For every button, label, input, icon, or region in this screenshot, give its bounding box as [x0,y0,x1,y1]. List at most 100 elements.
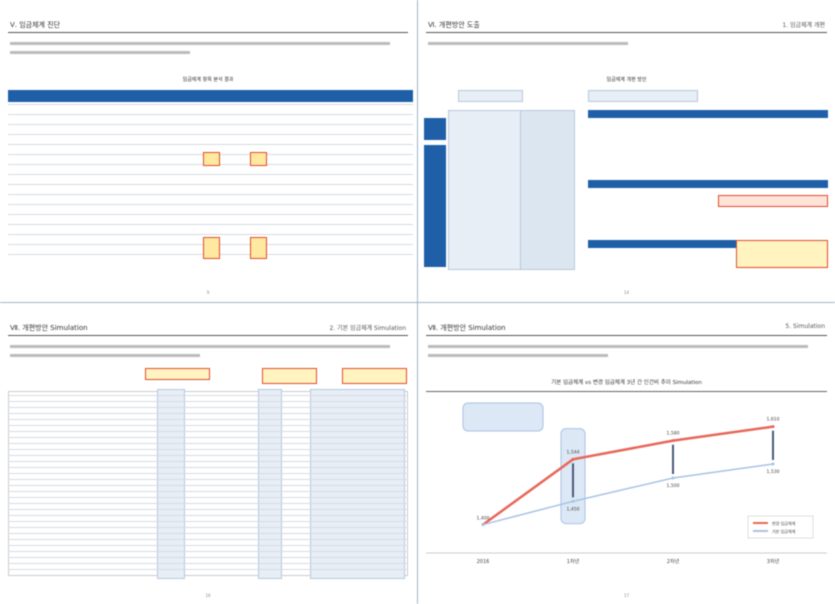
data-label: 1,400 [477,516,490,522]
data-point [571,457,575,461]
data-label: 1,610 [767,417,780,423]
slide-body [428,341,825,357]
data-point [771,462,775,466]
legend [747,515,814,539]
slide-body [10,38,406,54]
table-row [8,204,413,205]
table-row [8,395,408,396]
slide-3[interactable]: Ⅶ. 개편방안 Simulation 2. 기본 임금체계 Simulation… [0,303,416,604]
table-row [8,467,408,468]
table-header [8,90,413,102]
col-highlight [310,389,405,579]
table-row [8,174,413,175]
title-rule [426,335,827,336]
highlight [250,237,267,259]
table-row [8,509,408,510]
section-label: 2. 기본 임금체계 Simulation [329,325,406,332]
table-row [8,184,413,185]
data-point [671,476,675,480]
section-bar [588,180,828,188]
table-row [8,521,408,522]
table-row [8,124,413,125]
table-row [8,144,413,145]
slide-title: Ⅶ. 개편방안 Simulation [10,324,88,332]
highlight [718,195,828,207]
table-caption: 임금체계 항목 분석 결과 [182,77,234,83]
slide-body [428,38,825,45]
table-row [8,413,408,414]
slide-title: Ⅶ. 개편방안 Simulation [428,324,506,332]
x-tick-label: 3차년 [767,558,780,565]
table-row [8,539,408,540]
col-highlight [258,389,282,579]
table-row [8,503,408,504]
table-row [8,401,408,402]
series-line [482,425,774,526]
table-row [8,527,408,528]
x-tick-label: 2016 [477,559,490,565]
series-line [482,463,774,526]
divider-horizontal [0,302,835,303]
highlight [203,152,220,166]
data-point [771,425,775,429]
section-bar [588,240,828,248]
data-point [571,499,575,503]
section-bar [588,110,828,118]
data-label: 1,580 [667,431,680,437]
highlight [736,240,828,268]
table-row [8,449,408,450]
table-row [8,455,408,456]
callout-box [462,402,544,432]
page-number: 17 [623,593,630,598]
highlight [203,237,220,259]
highlight [250,152,267,166]
callout [262,368,317,384]
data-point [481,523,485,527]
title-rule [426,32,827,33]
data-point [671,439,675,443]
slide-title: Ⅵ. 개편방안 도출 [428,21,480,29]
table-row [8,461,408,462]
slide-2[interactable]: Ⅵ. 개편방안 도출 1. 임금체계 개편 임금체계 개편 방안 14 [418,0,835,301]
page-number: 14 [623,290,630,295]
title-rule [8,335,408,336]
table-row [8,234,413,235]
legend-label: 기본 임금체계 [772,528,796,534]
page-number: 9 [206,290,210,295]
x-tick-label: 2차년 [667,558,680,565]
table-row [8,214,413,215]
slide-4[interactable]: Ⅶ. 개편방안 Simulation 5. Simulation 기본 임금체계… [418,303,835,604]
table-row [8,194,413,195]
table-row [8,515,408,516]
panel-current [448,110,523,270]
table-row [8,485,408,486]
table-row [8,425,408,426]
legend-label: 변경 임금체계 [772,520,796,526]
data-label: 1,544 [567,449,580,455]
table-row [8,224,413,225]
slide-1[interactable]: Ⅴ. 임금체계 진단 임금체계 항목 분석 결과 9 [0,0,416,301]
chart-title: 기본 임금체계 vs 변경 임금체계 3년 간 인건비 추이 Simulatio… [551,380,702,386]
data-label: 1,530 [767,469,780,475]
label-block [424,118,446,140]
table-row [8,569,408,570]
table-row [8,407,408,408]
slide-body [10,341,406,357]
col-highlight [157,389,185,579]
section-label: 5. Simulation [785,323,825,330]
table-row [8,491,408,492]
table-row [8,443,408,444]
table-row [8,419,408,420]
table-row [8,114,413,115]
table-row [8,479,408,480]
x-tick-label: 1차년 [567,558,580,565]
table-row [8,557,408,558]
table-row [8,563,408,564]
table-row [8,104,413,105]
page-number: 16 [205,593,211,598]
table-row [8,545,408,546]
line-chart: 1,400 1,544 1,580 1,610 1,450 1,500 1,530 2016 1… [426,402,827,565]
section-label: 1. 임금체계 개편 [782,22,825,29]
data-label: 1,450 [567,506,580,512]
callout [145,368,210,380]
